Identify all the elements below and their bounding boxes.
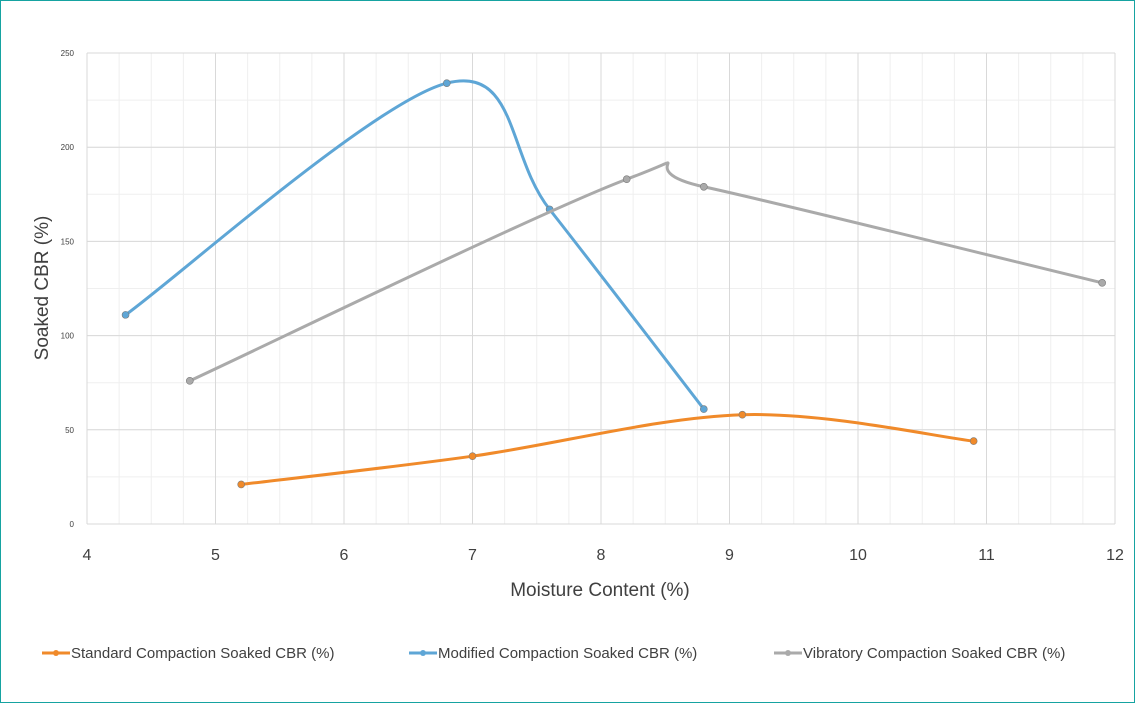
y-tick-label: 200: [61, 143, 75, 152]
data-point: [738, 410, 747, 419]
legend-marker: [53, 650, 59, 656]
legend-item: Modified Compaction Soaked CBR (%): [409, 645, 697, 662]
legend: Standard Compaction Soaked CBR (%) Modifi…: [42, 645, 1065, 662]
data-point: [186, 377, 194, 385]
x-tick-label: 10: [849, 547, 867, 564]
y-tick-label: 100: [61, 332, 75, 341]
grid-lines: [86, 52, 1116, 525]
data-point: [699, 405, 708, 413]
x-tick-label: 12: [1106, 547, 1124, 564]
x-tick-label: 9: [725, 547, 734, 564]
data-point: [237, 480, 245, 489]
legend-marker: [420, 650, 426, 656]
x-tick-labels: 4 5 6 7 8 9 10 11 12: [83, 547, 1124, 564]
data-point: [622, 175, 631, 184]
x-tick-label: 6: [340, 547, 349, 564]
series-line-1: [124, 79, 706, 411]
x-tick-label: 7: [468, 547, 477, 564]
series-lines: [121, 79, 1106, 489]
legend-label: Vibratory Compaction Soaked CBR (%): [803, 645, 1065, 662]
legend-label: Modified Compaction Soaked CBR (%): [438, 645, 697, 662]
data-point: [699, 182, 708, 191]
legend-label: Standard Compaction Soaked CBR (%): [71, 645, 334, 662]
data-point: [468, 452, 477, 460]
y-tick-labels: 0 50 100 150 200 250: [61, 49, 75, 529]
x-tick-label: 5: [211, 547, 220, 564]
series-line-2: [188, 161, 1104, 383]
data-point: [442, 79, 451, 87]
x-axis-title: Moisture Content (%): [510, 580, 690, 601]
y-tick-label: 150: [61, 237, 75, 246]
legend-item: Standard Compaction Soaked CBR (%): [42, 645, 334, 662]
y-tick-label: 0: [70, 520, 75, 529]
data-point: [969, 437, 978, 445]
x-tick-label: 8: [597, 547, 606, 564]
legend-item: Vibratory Compaction Soaked CBR (%): [774, 645, 1065, 662]
series-line-0: [239, 413, 976, 486]
data-point: [1098, 279, 1106, 287]
y-tick-label: 250: [61, 49, 75, 58]
y-tick-label: 50: [65, 426, 74, 435]
x-tick-label: 11: [978, 547, 995, 564]
y-axis-title: Soaked CBR (%): [32, 216, 53, 361]
data-point: [121, 311, 130, 319]
legend-marker: [785, 650, 791, 656]
x-tick-label: 4: [83, 547, 92, 564]
